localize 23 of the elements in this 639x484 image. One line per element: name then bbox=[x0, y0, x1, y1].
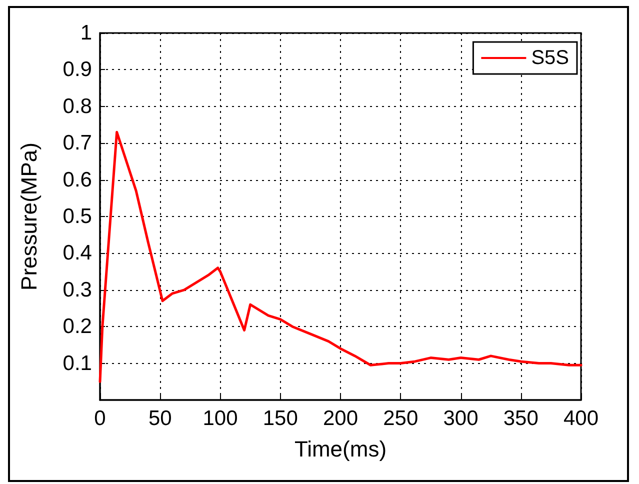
y-axis-title: Pressure(MPa) bbox=[16, 142, 42, 290]
x-tick-label: 0 bbox=[94, 407, 106, 430]
y-tick-label: 0.6 bbox=[62, 168, 92, 192]
y-tick-label: 0.9 bbox=[62, 58, 92, 82]
line-series bbox=[98, 130, 582, 383]
y-tick-label: 1 bbox=[80, 22, 92, 44]
y-tick-label: 0.3 bbox=[62, 278, 92, 302]
x-tick-label: 150 bbox=[262, 407, 298, 430]
x-tick-label: 250 bbox=[383, 407, 418, 430]
x-tick-label: 400 bbox=[563, 407, 599, 430]
y-tick-label: 0.5 bbox=[62, 205, 92, 228]
legend-label: S5S bbox=[531, 47, 570, 69]
x-tick-label: 100 bbox=[202, 407, 238, 430]
y-tick-label: 0.7 bbox=[62, 132, 92, 155]
x-tick-label: 350 bbox=[503, 407, 538, 430]
x-tick-label: 200 bbox=[322, 407, 358, 430]
x-tick-label: 50 bbox=[148, 407, 172, 430]
y-tick-label: 0.8 bbox=[62, 94, 92, 118]
y-tick-label: 0.2 bbox=[62, 315, 92, 338]
y-tick-label: 0.1 bbox=[62, 352, 92, 375]
y-tick-label: 0.4 bbox=[62, 242, 92, 265]
x-axis-title: Time(ms) bbox=[294, 436, 387, 462]
x-tick-label: 300 bbox=[443, 407, 478, 430]
